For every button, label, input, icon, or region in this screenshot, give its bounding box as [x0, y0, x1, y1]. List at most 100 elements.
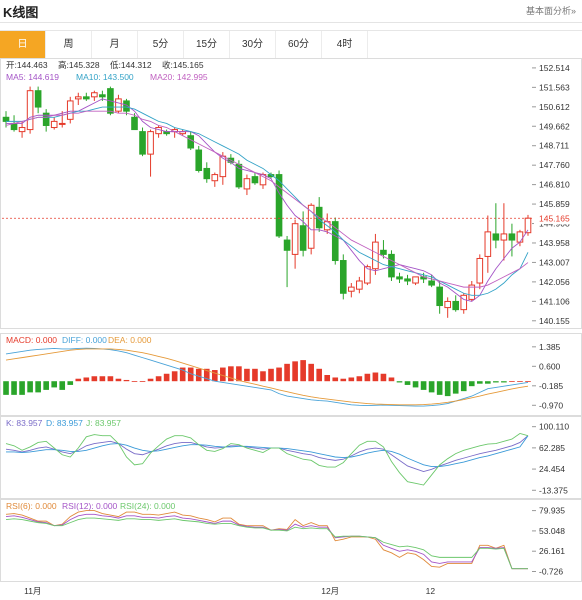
xtick-1: 12月	[321, 586, 339, 596]
tab-5[interactable]: 30分	[230, 31, 276, 58]
tab-6[interactable]: 60分	[276, 31, 322, 58]
candle-body	[516, 231, 524, 243]
macd-bar	[91, 376, 98, 382]
price-ytick-6: 146.810	[539, 180, 570, 190]
candle-body	[235, 163, 243, 188]
macd-ytick-2: -0.185	[539, 381, 563, 391]
d-label: D: 83.957	[46, 418, 83, 428]
macd-bar	[332, 377, 339, 382]
macd-bar	[11, 381, 17, 395]
macd-bar	[356, 376, 363, 382]
kdj-ytick-1: 62.285	[539, 443, 565, 453]
chart-area: 152.514 151.563 150.612 149.662 148.711 147.7…	[0, 58, 582, 596]
candle-body	[99, 94, 106, 98]
chart-title: K线图	[3, 5, 39, 20]
j-label: J: 83.957	[86, 418, 121, 428]
tab-0[interactable]: 日	[0, 31, 46, 58]
k-line	[5, 435, 529, 473]
xtick-0: 11月	[24, 586, 41, 596]
macd-bar	[179, 367, 186, 382]
kdj-legend: K: 83.957 D: 83.957 J: 83.957	[6, 418, 121, 428]
candle-body	[123, 100, 130, 112]
price-ytick-12: 141.106	[539, 296, 570, 306]
candle-body	[348, 286, 355, 292]
candle-body	[115, 98, 122, 112]
macd-bar	[493, 381, 499, 383]
macd-bar	[155, 376, 162, 382]
rsi12-line	[5, 513, 528, 570]
kdj-ytick-0: 100.110	[539, 422, 569, 432]
ma20-line	[5, 110, 529, 288]
candle-body	[339, 260, 347, 294]
macd-label: MACD: 0.000	[6, 335, 57, 345]
dea-line	[5, 348, 529, 406]
macd-bar	[131, 381, 138, 383]
last-price-tag: 145.165	[534, 212, 574, 225]
candle-body	[251, 176, 259, 184]
tab-4[interactable]: 15分	[184, 31, 230, 58]
macd-bar	[244, 368, 250, 382]
kdj-ytick-2: 24.454	[539, 464, 565, 474]
candle-body	[508, 233, 516, 241]
macd-bar	[364, 373, 371, 382]
macd-bar	[340, 378, 347, 382]
rsi-ytick-2: 26.161	[539, 546, 565, 556]
rsi-ytick-1: 53.048	[539, 526, 565, 536]
macd-bar	[476, 381, 483, 384]
fundamental-analysis-link[interactable]: 基本面分析»	[525, 6, 576, 16]
candle-body	[187, 135, 195, 149]
tab-2[interactable]: 月	[92, 31, 138, 58]
price-ytick-13: 140.155	[539, 316, 570, 326]
last-price-tag-bg	[534, 212, 574, 225]
macd-bar	[107, 376, 114, 382]
candle-body	[42, 112, 50, 126]
candle-body	[428, 280, 435, 286]
candle-body	[484, 231, 492, 257]
tab-7[interactable]: 4时	[322, 31, 368, 58]
macd-ytick-1: 0.600	[539, 361, 561, 371]
macd-bar	[485, 381, 491, 384]
macd-bar	[428, 381, 435, 393]
rsi6-line	[5, 510, 528, 570]
macd-bar	[517, 381, 523, 383]
ma20-label: MA20: 142.995	[150, 72, 208, 82]
candle-body	[291, 223, 299, 255]
macd-legend: MACD: 0.000 DIFF: 0.000 DEA: 0.000	[6, 335, 152, 345]
tab-1[interactable]: 周	[46, 31, 92, 58]
macd-bar	[67, 381, 74, 385]
macd-bar	[404, 381, 411, 385]
macd-bar	[420, 381, 427, 390]
tab-3[interactable]: 5分	[138, 31, 184, 58]
macd-bar	[59, 381, 66, 390]
macd-bar	[147, 378, 154, 382]
macd-bar	[171, 371, 178, 382]
candle-body	[388, 253, 395, 278]
price-ytick-11: 142.056	[539, 277, 570, 287]
macd-bar	[195, 368, 202, 382]
diff-label: DIFF: 0.000	[62, 335, 107, 345]
macd-bar	[211, 370, 218, 382]
rsi-ytick-0: 79.935	[539, 506, 565, 516]
xtick-2: 12	[426, 586, 436, 596]
candle-body	[18, 127, 26, 133]
rsi-ytick-3: -0.726	[539, 567, 563, 577]
macd-bar	[19, 381, 25, 395]
macd-bar	[509, 381, 515, 383]
macd-bar	[115, 378, 122, 382]
macd-bar	[412, 381, 419, 388]
panel-border-1	[0, 333, 582, 416]
candle-body	[396, 276, 403, 280]
candle-body	[452, 300, 460, 311]
macd-bar	[300, 360, 306, 382]
candle-body	[74, 96, 82, 100]
candle-body	[91, 92, 98, 98]
candle-body	[460, 294, 468, 311]
macd-bar	[316, 368, 323, 382]
candle-body	[50, 120, 58, 129]
macd-bar	[123, 379, 130, 382]
price-legend: 开:144.463 高:145.328 低:144.312 收:145.165 MA5:…	[6, 60, 208, 82]
ma10-label: MA10: 143.500	[76, 72, 134, 82]
macd-bar	[203, 368, 210, 382]
macd-bar	[396, 381, 403, 383]
macd-bar	[252, 368, 258, 382]
